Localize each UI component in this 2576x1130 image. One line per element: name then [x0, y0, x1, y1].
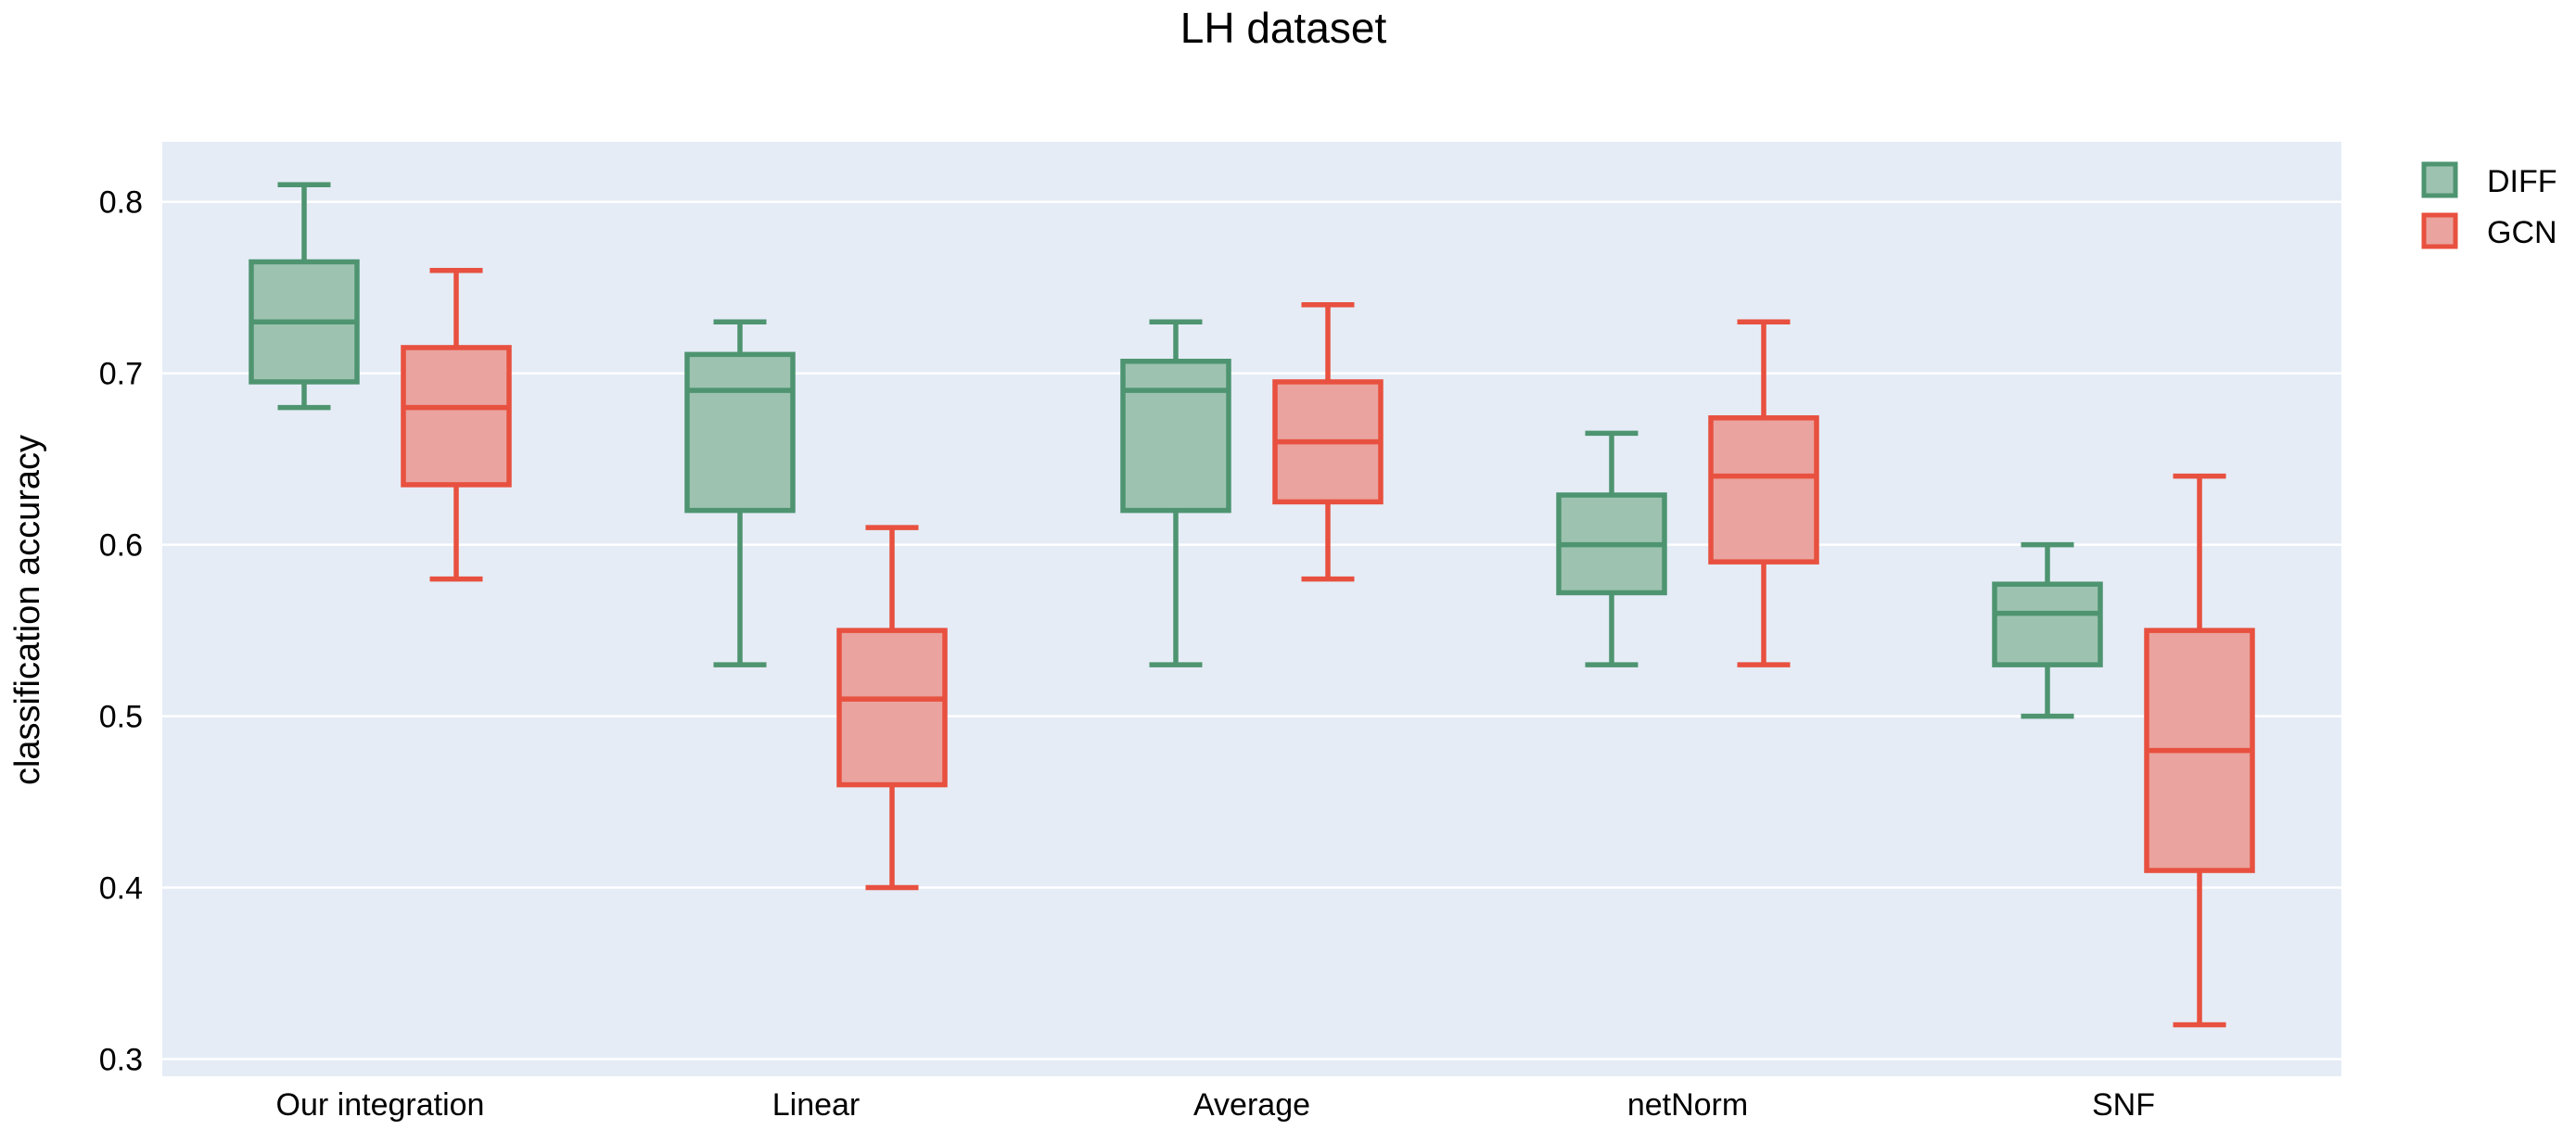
- box-gcn-snf: [2144, 473, 2255, 1028]
- x-axis-ticks: Our integration Linear Average netNorm SNF: [276, 1087, 2155, 1123]
- x-tick-label: Linear: [772, 1087, 861, 1123]
- legend-item-gcn: GCN: [2421, 212, 2557, 250]
- y-tick-label: 0.7: [99, 357, 143, 392]
- gridlines: [162, 200, 2341, 1060]
- box-diff-snf: [1992, 541, 2103, 719]
- iqr-box: [684, 351, 796, 514]
- box-diff-our-integration: [249, 182, 360, 411]
- iqr-box: [836, 628, 948, 788]
- legend-label: DIFF: [2487, 164, 2557, 199]
- iqr-box: [1120, 358, 1231, 514]
- legend-item-diff: DIFF: [2421, 161, 2557, 199]
- x-tick-label: SNF: [2092, 1087, 2155, 1123]
- y-axis-ticks: 0.3 0.4 0.5 0.6 0.7 0.8: [99, 185, 143, 1078]
- x-tick-label: Our integration: [276, 1087, 485, 1123]
- box-gcn-our-integration: [401, 267, 512, 582]
- chart-title: LH dataset: [1180, 4, 1387, 52]
- iqr-box: [401, 345, 512, 488]
- box-diff-linear: [684, 319, 796, 667]
- plot-area: [162, 142, 2341, 1076]
- y-tick-label: 0.8: [99, 185, 143, 221]
- y-axis-label: classification accuracy: [8, 435, 47, 785]
- iqr-box: [1708, 415, 1819, 565]
- y-tick-label: 0.6: [99, 528, 143, 564]
- legend-swatch: [2421, 212, 2458, 249]
- y-tick-label: 0.5: [99, 700, 143, 735]
- y-tick-label: 0.4: [99, 871, 143, 907]
- legend: DIFF GCN: [2421, 161, 2557, 250]
- box-diff-netnorm: [1556, 430, 1667, 667]
- box-diff-average: [1120, 319, 1231, 667]
- legend-swatch: [2421, 161, 2458, 198]
- boxes: [249, 182, 2255, 1028]
- legend-label: GCN: [2487, 215, 2557, 250]
- box-gcn-average: [1272, 301, 1384, 582]
- box-gcn-netnorm: [1708, 319, 1819, 667]
- x-tick-label: netNorm: [1627, 1087, 1748, 1123]
- iqr-box: [1992, 581, 2103, 667]
- box-gcn-linear: [836, 525, 948, 891]
- x-tick-label: Average: [1193, 1087, 1310, 1123]
- y-tick-label: 0.3: [99, 1043, 143, 1078]
